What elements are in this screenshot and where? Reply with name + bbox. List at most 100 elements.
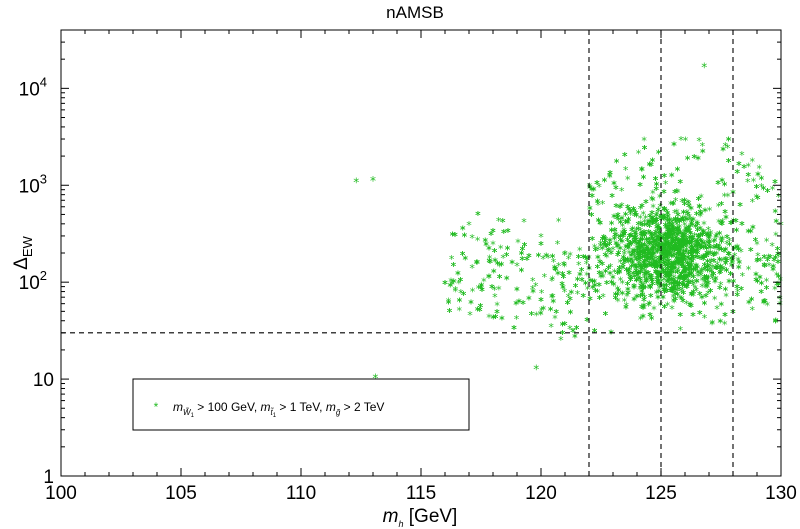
scatter-point: * bbox=[746, 263, 752, 276]
scatter-point: * bbox=[675, 290, 681, 303]
scatter-point: * bbox=[717, 264, 723, 277]
scatter-point: * bbox=[648, 239, 654, 252]
scatter-point: * bbox=[764, 283, 770, 296]
scatter-point: * bbox=[646, 218, 652, 231]
scatter-point: * bbox=[689, 248, 695, 261]
scatter-point: * bbox=[680, 234, 686, 247]
scatter-point: * bbox=[650, 213, 656, 226]
scatter-point: * bbox=[674, 219, 680, 232]
scatter-point: * bbox=[628, 273, 634, 286]
scatter-point: * bbox=[636, 249, 642, 262]
scatter-point: * bbox=[559, 279, 565, 292]
scatter-point: * bbox=[673, 285, 679, 298]
scatter-point: * bbox=[499, 259, 505, 272]
scatter-point: * bbox=[663, 234, 669, 247]
scatter-point: * bbox=[704, 272, 710, 285]
scatter-point: * bbox=[668, 285, 674, 298]
scatter-point: * bbox=[656, 227, 662, 240]
scatter-point: * bbox=[753, 275, 759, 288]
scatter-point: * bbox=[680, 233, 686, 246]
scatter-point: * bbox=[494, 300, 500, 313]
scatter-point: * bbox=[681, 231, 687, 244]
scatter-point: * bbox=[647, 238, 653, 251]
scatter-point: * bbox=[672, 277, 678, 290]
scatter-point: * bbox=[697, 211, 703, 224]
scatter-point: * bbox=[685, 253, 691, 266]
scatter-point: * bbox=[612, 230, 618, 243]
scatter-point: * bbox=[687, 300, 693, 313]
scatter-point: * bbox=[674, 254, 680, 267]
scatter-point: * bbox=[665, 253, 671, 266]
scatter-point: * bbox=[681, 215, 687, 228]
scatter-point: * bbox=[636, 243, 642, 256]
scatter-point: * bbox=[589, 210, 595, 223]
scatter-point: * bbox=[761, 252, 767, 265]
scatter-point: * bbox=[708, 258, 714, 271]
scatter-point: * bbox=[671, 225, 677, 238]
scatter-point: * bbox=[700, 252, 706, 265]
scatter-point: * bbox=[661, 187, 667, 200]
scatter-point: * bbox=[632, 233, 638, 246]
scatter-point: * bbox=[666, 232, 672, 245]
scatter-point: * bbox=[649, 275, 655, 288]
scatter-point: * bbox=[636, 268, 642, 281]
scatter-point: * bbox=[665, 224, 671, 237]
scatter-point: * bbox=[467, 309, 473, 322]
scatter-point: * bbox=[596, 216, 602, 229]
scatter-point: * bbox=[662, 212, 668, 225]
scatter-point: * bbox=[446, 296, 452, 309]
scatter-point: * bbox=[667, 279, 673, 292]
scatter-point: * bbox=[707, 243, 713, 256]
scatter-point: * bbox=[719, 199, 725, 212]
scatter-point: * bbox=[628, 238, 634, 251]
scatter-point: * bbox=[634, 276, 640, 289]
scatter-point: * bbox=[688, 254, 694, 267]
x-tick-label: 105 bbox=[165, 483, 197, 504]
scatter-point: * bbox=[666, 273, 672, 286]
scatter-point: * bbox=[646, 260, 652, 273]
scatter-point: * bbox=[668, 266, 674, 279]
scatter-point: * bbox=[653, 215, 659, 228]
scatter-point: * bbox=[651, 239, 657, 252]
scatter-point: * bbox=[674, 186, 680, 199]
scatter-point: * bbox=[708, 227, 714, 240]
scatter-point: * bbox=[656, 268, 662, 281]
scatter-point: * bbox=[684, 244, 690, 257]
scatter-point: * bbox=[679, 261, 685, 274]
scatter-point: * bbox=[628, 209, 634, 222]
scatter-point: * bbox=[669, 267, 675, 280]
scatter-point: * bbox=[723, 259, 729, 272]
scatter-point: * bbox=[665, 225, 671, 238]
scatter-point: * bbox=[613, 293, 619, 306]
scatter-point: * bbox=[665, 268, 671, 281]
scatter-point: * bbox=[544, 250, 550, 263]
scatter-point: * bbox=[469, 262, 475, 275]
scatter-point: * bbox=[671, 297, 677, 310]
scatter-point: * bbox=[629, 249, 635, 262]
scatter-point: * bbox=[719, 175, 725, 188]
scatter-point: * bbox=[693, 221, 699, 234]
scatter-point: * bbox=[634, 291, 640, 304]
scatter-point: * bbox=[704, 251, 710, 264]
scatter-point: * bbox=[487, 257, 493, 270]
scatter-point: * bbox=[718, 299, 724, 312]
scatter-point: * bbox=[695, 225, 701, 238]
scatter-point: * bbox=[745, 161, 751, 174]
scatter-point: * bbox=[607, 239, 613, 252]
scatter-point: * bbox=[702, 238, 708, 251]
scatter-point: * bbox=[699, 242, 705, 255]
scatter-point: * bbox=[621, 246, 627, 259]
scatter-point: * bbox=[672, 187, 678, 200]
scatter-point: * bbox=[703, 274, 709, 287]
scatter-point: * bbox=[611, 234, 617, 247]
scatter-point: * bbox=[475, 209, 481, 222]
scatter-point: * bbox=[451, 276, 457, 289]
scatter-point: * bbox=[666, 271, 672, 284]
scatter-point: * bbox=[640, 312, 646, 325]
scatter-point: * bbox=[670, 235, 676, 248]
scatter-point: * bbox=[656, 269, 662, 282]
scatter-point: * bbox=[709, 271, 715, 284]
scatter-point: * bbox=[552, 313, 558, 326]
scatter-point: * bbox=[708, 264, 714, 277]
